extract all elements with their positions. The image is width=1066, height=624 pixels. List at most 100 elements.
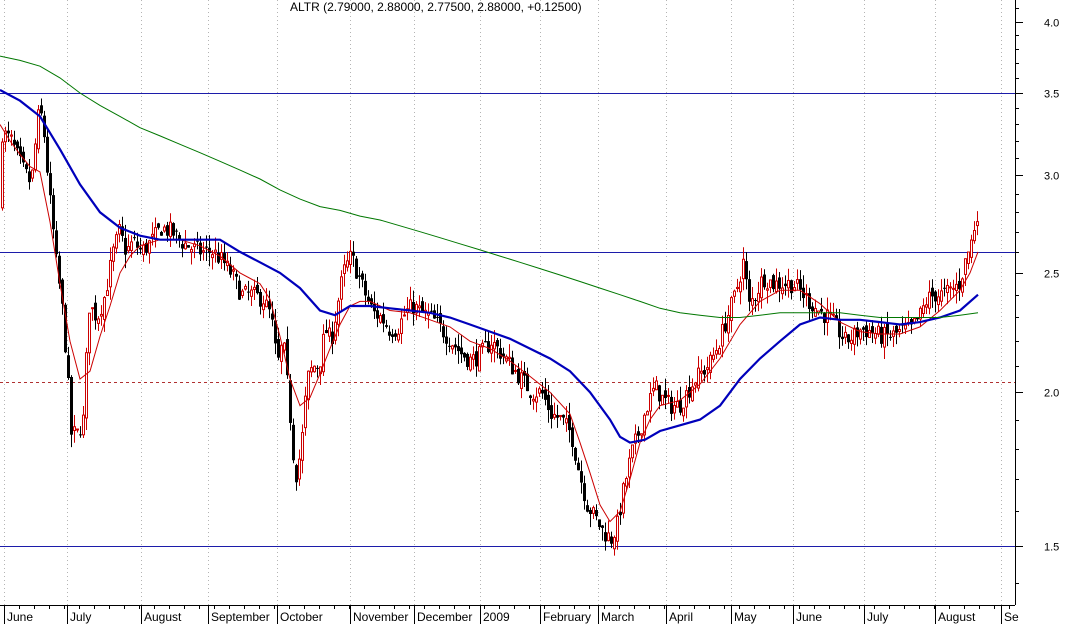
candle-body <box>970 239 973 258</box>
candle-body <box>595 509 598 517</box>
candle-body <box>457 346 460 352</box>
candle-body <box>535 396 538 403</box>
candle-body <box>445 336 448 344</box>
candle-body <box>136 241 139 248</box>
x-tick-label: July <box>70 610 91 624</box>
candle-body <box>13 139 16 145</box>
candle-body <box>781 287 784 295</box>
x-tick-label: May <box>734 610 757 624</box>
candle-body <box>391 334 394 337</box>
candle-body <box>283 342 286 351</box>
candle-body <box>379 315 382 323</box>
candle-body <box>766 288 769 291</box>
candle-body <box>517 368 520 384</box>
candle-body <box>343 264 346 274</box>
candle-body <box>526 373 529 392</box>
chart-grid <box>4 0 1002 605</box>
candle-body <box>847 334 850 343</box>
candle-body <box>529 395 532 398</box>
candle-body <box>904 324 907 330</box>
candle-body <box>640 433 643 436</box>
candle-body <box>43 115 46 138</box>
candle-body <box>157 223 160 228</box>
candle-body <box>709 354 712 373</box>
candle-body <box>883 326 886 348</box>
candle-body <box>244 285 247 290</box>
candle-body <box>541 389 544 394</box>
candle-body <box>679 399 682 413</box>
candle-body <box>691 386 694 402</box>
candle-body <box>652 387 655 392</box>
candle-body <box>403 314 406 317</box>
candle-body <box>184 242 187 250</box>
candle-body <box>409 299 412 312</box>
candle-body <box>952 287 955 290</box>
candle-body <box>253 286 256 291</box>
x-tick-label: Se <box>1004 610 1019 624</box>
x-tick-label: June <box>796 610 822 624</box>
candle-body <box>364 280 367 296</box>
candle-body <box>703 370 706 375</box>
candle-body <box>649 393 652 412</box>
candle-body <box>769 279 772 288</box>
candle-body <box>169 221 172 238</box>
candle-body <box>448 345 451 347</box>
candle-body <box>598 519 601 528</box>
x-tick-label: August <box>938 610 976 624</box>
candle-body <box>310 367 313 373</box>
candle-body <box>667 394 670 397</box>
candle-body <box>736 286 739 290</box>
candle-body <box>556 415 559 418</box>
candle-body <box>925 304 928 308</box>
candle-body <box>325 330 328 334</box>
candle-body <box>727 315 730 334</box>
candle-body <box>196 240 199 242</box>
candle-body <box>148 240 151 254</box>
candle-body <box>853 327 856 345</box>
candle-body <box>724 323 727 332</box>
candle-body <box>712 354 715 360</box>
candle-body <box>370 298 373 305</box>
candle-body <box>562 414 565 418</box>
candle-body <box>385 325 388 327</box>
candle-body <box>931 287 934 297</box>
x-tick-label: February <box>543 610 591 624</box>
candle-body <box>628 457 631 478</box>
candle-body <box>685 390 688 408</box>
candle-body <box>895 325 898 333</box>
candle-body <box>322 333 325 373</box>
candle-body <box>130 241 133 251</box>
candle-body <box>139 247 142 250</box>
candle-body <box>31 169 34 179</box>
candle-body <box>46 136 49 173</box>
candle-body <box>745 261 748 280</box>
candle-body <box>79 434 82 436</box>
x-tick-label: September <box>211 610 270 624</box>
candle-body <box>97 318 100 324</box>
x-tick-label: December <box>417 610 472 624</box>
candle-body <box>475 351 478 367</box>
candle-body <box>478 346 481 372</box>
candle-body <box>655 380 658 391</box>
candle-body <box>412 301 415 314</box>
candle-body <box>856 327 859 338</box>
candle-body <box>559 414 562 418</box>
x-tick-label: June <box>7 610 33 624</box>
candle-body <box>229 264 232 275</box>
candle-body <box>217 252 220 263</box>
candle-body <box>469 356 472 371</box>
candlestick-series <box>1 98 979 556</box>
candle-body <box>577 462 580 471</box>
candle-body <box>160 231 163 236</box>
candle-body <box>178 235 181 240</box>
candle-body <box>862 327 865 330</box>
candle-body <box>700 370 703 374</box>
y-tick-label: 3.5 <box>1044 89 1059 101</box>
candle-body <box>103 297 106 320</box>
candle-body <box>19 146 22 157</box>
candle-body <box>544 389 547 400</box>
candle-body <box>454 344 457 348</box>
candle-body <box>73 426 76 432</box>
candle-body <box>331 331 334 345</box>
candle-body <box>250 289 253 297</box>
